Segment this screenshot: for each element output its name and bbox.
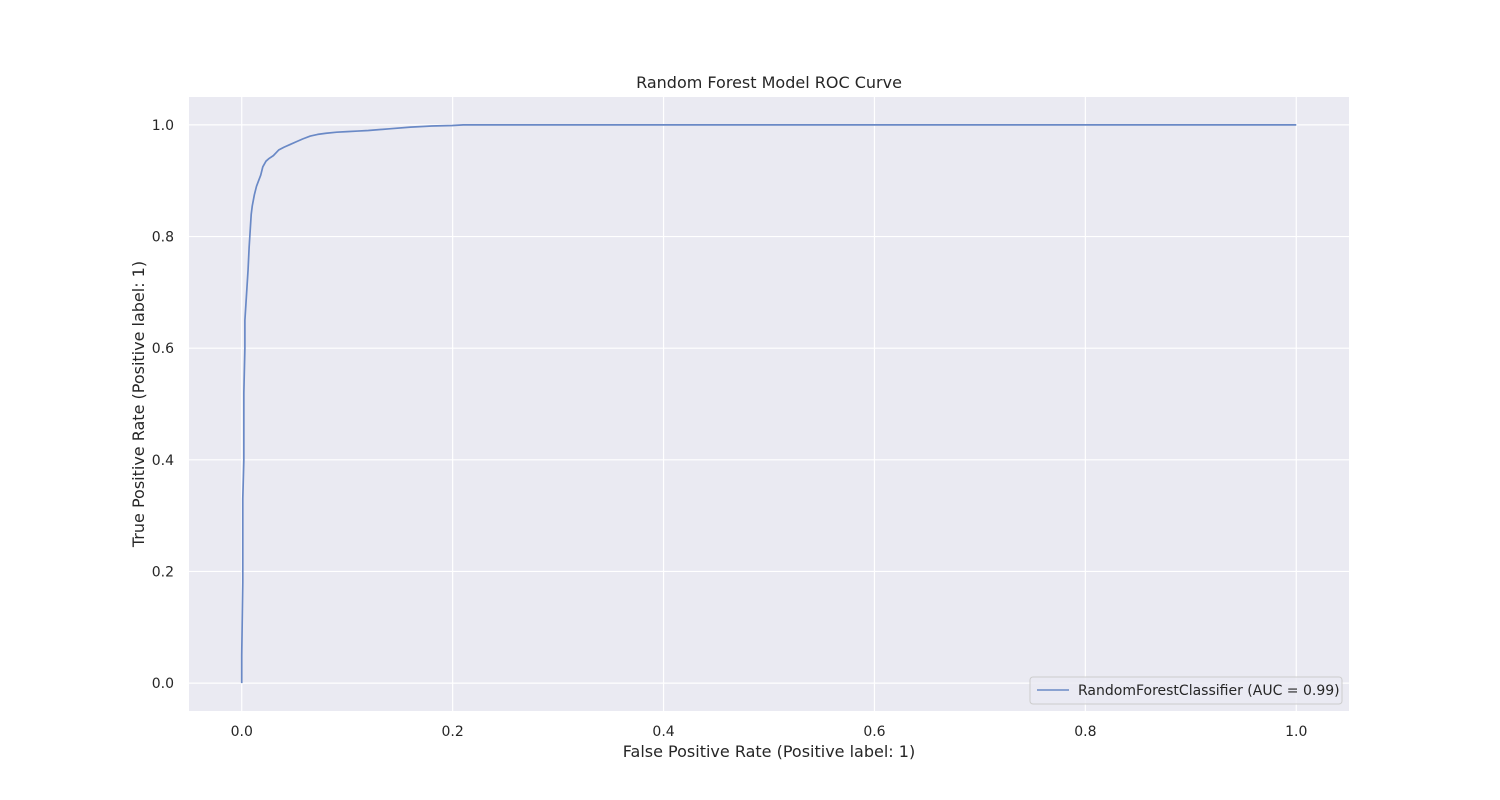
legend: RandomForestClassifier (AUC = 0.99): [1029, 676, 1343, 705]
series-lines: [240, 124, 1297, 684]
y-axis-title: True Positive Rate (Positive label: 1): [129, 261, 148, 548]
roc-curve-line: [240, 124, 1297, 684]
x-tick-label: 0.6: [863, 724, 885, 740]
x-tick-label: 1.0: [1285, 724, 1307, 740]
y-tick-label: 0.2: [152, 564, 174, 580]
y-tick-label: 0.6: [152, 341, 174, 357]
x-axis-title: False Positive Rate (Positive label: 1): [623, 742, 915, 761]
x-tick-label: 0.0: [231, 724, 253, 740]
y-tick-label: 0.8: [152, 230, 174, 246]
legend-label: RandomForestClassifier (AUC = 0.99): [1078, 683, 1340, 699]
legend-box: [1029, 676, 1343, 705]
plot-area: [189, 97, 1349, 711]
y-tick-label: 0.4: [152, 453, 174, 469]
x-tick-label: 0.8: [1074, 724, 1096, 740]
x-tick-label: 0.2: [442, 724, 464, 740]
y-tick-label: 0.0: [152, 676, 174, 692]
chart-title: Random Forest Model ROC Curve: [636, 73, 902, 92]
y-tick-labels: 0.0 0.2 0.4 0.6 0.8 1.0: [152, 118, 174, 692]
y-tick-label: 1.0: [152, 118, 174, 134]
x-tick-label: 0.4: [652, 724, 674, 740]
x-tick-labels: 0.0 0.2 0.4 0.6 0.8 1.0: [231, 724, 1308, 740]
